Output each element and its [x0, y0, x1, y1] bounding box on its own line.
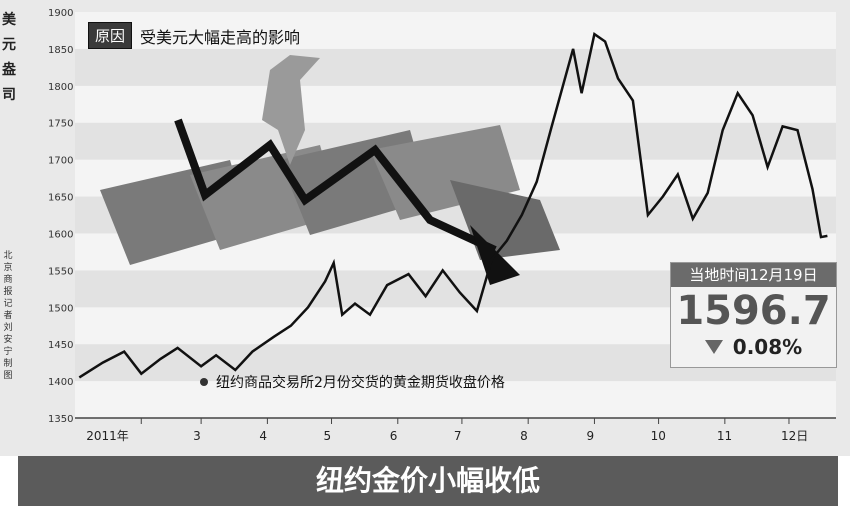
x-tick-label: 3 — [193, 429, 201, 443]
reason-box: 原因 受美元大幅走高的影响 — [88, 22, 300, 49]
legend-text: 纽约商品交易所2月份交货的黄金期货收盘价格 — [216, 372, 505, 392]
chart-figure: 美元盎司 北京商报记者 刘安宁 制图 1350 1400 1450 1500 1550 1… — [0, 0, 850, 456]
x-tick-label: 10 — [651, 429, 666, 443]
down-arrow-icon — [705, 340, 723, 354]
reason-text: 受美元大幅走高的影响 — [140, 24, 300, 48]
latest-change: 0.08% — [733, 335, 802, 359]
y-tick-label: 1400 — [48, 377, 73, 388]
y-tick-label: 1600 — [48, 229, 73, 240]
y-tick-label: 1550 — [48, 266, 73, 277]
latest-price-box: 当地时间12月19日 1596.7 0.08% — [670, 262, 837, 368]
x-tick-label: 5 — [324, 429, 332, 443]
legend-marker — [200, 378, 208, 386]
headline: 纽约金价小幅收低 — [18, 456, 838, 506]
latest-change-row: 0.08% — [671, 335, 836, 359]
x-tick-label: 7 — [454, 429, 462, 443]
x-tick-label: 8 — [520, 429, 528, 443]
grid-band — [75, 86, 836, 123]
x-tick-label: 11 — [717, 429, 732, 443]
x-tick-label: 12日 — [781, 429, 808, 443]
y-tick-label: 1450 — [48, 340, 73, 351]
y-tick-label: 1650 — [48, 193, 73, 204]
y-tick-label: 1900 — [48, 8, 73, 19]
y-tick-label: 1850 — [48, 45, 73, 56]
y-tick-label: 1750 — [48, 119, 73, 130]
reason-badge: 原因 — [88, 22, 132, 49]
y-tick-label: 1700 — [48, 156, 73, 167]
y-tick-label: 1800 — [48, 82, 73, 93]
y-tick-label: 1500 — [48, 303, 73, 314]
x-tick-label: 6 — [390, 429, 398, 443]
latest-price: 1596.7 — [671, 287, 836, 335]
x-axis-ticks: 2011年 3 4 5 6 7 8 9 10 11 12日 — [86, 418, 808, 443]
x-tick-label: 9 — [586, 429, 594, 443]
legend: 纽约商品交易所2月份交货的黄金期货收盘价格 — [200, 372, 505, 392]
latest-date: 当地时间12月19日 — [671, 263, 836, 287]
grid-band — [75, 49, 836, 86]
x-tick-label: 4 — [259, 429, 267, 443]
y-tick-label: 1350 — [48, 414, 73, 425]
x-tick-label: 2011年 — [86, 429, 129, 443]
y-axis-ticks: 1350 1400 1450 1500 1550 1600 1650 1700 1750 1800… — [48, 8, 73, 425]
